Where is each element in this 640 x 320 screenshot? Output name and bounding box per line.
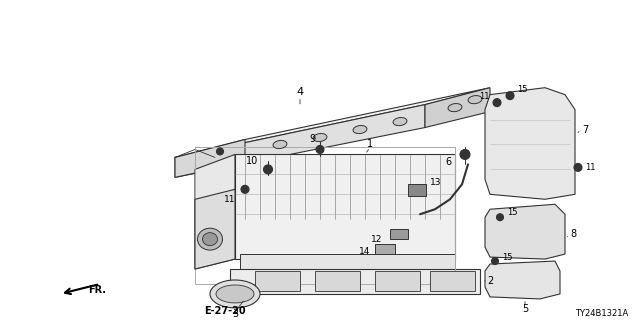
Bar <box>375 271 420 291</box>
Polygon shape <box>240 254 455 269</box>
Ellipse shape <box>273 140 287 148</box>
Circle shape <box>243 187 247 191</box>
Text: 15: 15 <box>517 85 527 94</box>
Bar <box>390 229 408 239</box>
Circle shape <box>463 152 467 157</box>
Text: 8: 8 <box>570 229 576 239</box>
Polygon shape <box>485 88 575 199</box>
Text: 11: 11 <box>585 163 595 172</box>
Text: FR.: FR. <box>88 285 106 295</box>
Circle shape <box>506 92 514 100</box>
Text: 4: 4 <box>296 87 303 97</box>
Bar <box>315 271 360 291</box>
Circle shape <box>508 94 512 98</box>
Ellipse shape <box>353 125 367 133</box>
Polygon shape <box>230 269 480 294</box>
Ellipse shape <box>393 117 407 126</box>
Circle shape <box>493 259 497 263</box>
Text: 2: 2 <box>487 276 493 286</box>
Text: 15: 15 <box>502 252 513 261</box>
Polygon shape <box>175 88 490 157</box>
Bar <box>408 184 426 196</box>
Polygon shape <box>195 155 235 269</box>
Ellipse shape <box>198 228 223 250</box>
Circle shape <box>264 165 273 174</box>
Circle shape <box>495 100 499 105</box>
Circle shape <box>574 164 582 172</box>
Bar <box>255 271 300 291</box>
Ellipse shape <box>468 96 482 104</box>
Ellipse shape <box>210 280 260 308</box>
Text: 13: 13 <box>430 178 442 187</box>
Circle shape <box>216 148 223 155</box>
Ellipse shape <box>216 285 254 303</box>
Ellipse shape <box>448 104 462 112</box>
Circle shape <box>218 150 221 153</box>
Circle shape <box>316 146 324 154</box>
Polygon shape <box>175 140 245 177</box>
Ellipse shape <box>313 133 327 141</box>
Polygon shape <box>485 204 565 259</box>
Circle shape <box>499 215 502 219</box>
Text: 9: 9 <box>309 133 315 143</box>
Circle shape <box>266 167 270 172</box>
Text: 3: 3 <box>232 309 238 319</box>
Circle shape <box>493 99 501 107</box>
Polygon shape <box>175 105 425 177</box>
Text: 5: 5 <box>522 304 528 314</box>
Circle shape <box>497 214 504 221</box>
Text: 12: 12 <box>371 235 382 244</box>
Text: 1: 1 <box>367 140 373 149</box>
Text: 7: 7 <box>582 124 588 134</box>
Polygon shape <box>485 261 560 299</box>
Text: 14: 14 <box>358 247 370 256</box>
Polygon shape <box>425 88 490 128</box>
Circle shape <box>492 258 499 265</box>
Ellipse shape <box>202 233 218 246</box>
Bar <box>430 271 475 291</box>
Text: 11: 11 <box>223 195 235 204</box>
Bar <box>375 244 395 254</box>
Text: E-27-20: E-27-20 <box>204 306 246 316</box>
Circle shape <box>318 148 322 151</box>
Text: 15: 15 <box>507 208 518 217</box>
Text: 10: 10 <box>246 156 258 166</box>
Polygon shape <box>195 189 235 269</box>
Polygon shape <box>235 155 455 259</box>
Text: 11: 11 <box>479 92 490 101</box>
Circle shape <box>241 185 249 193</box>
Text: 6: 6 <box>446 157 452 167</box>
Circle shape <box>460 149 470 159</box>
Text: TY24B1321A: TY24B1321A <box>575 309 628 318</box>
Circle shape <box>576 165 580 169</box>
